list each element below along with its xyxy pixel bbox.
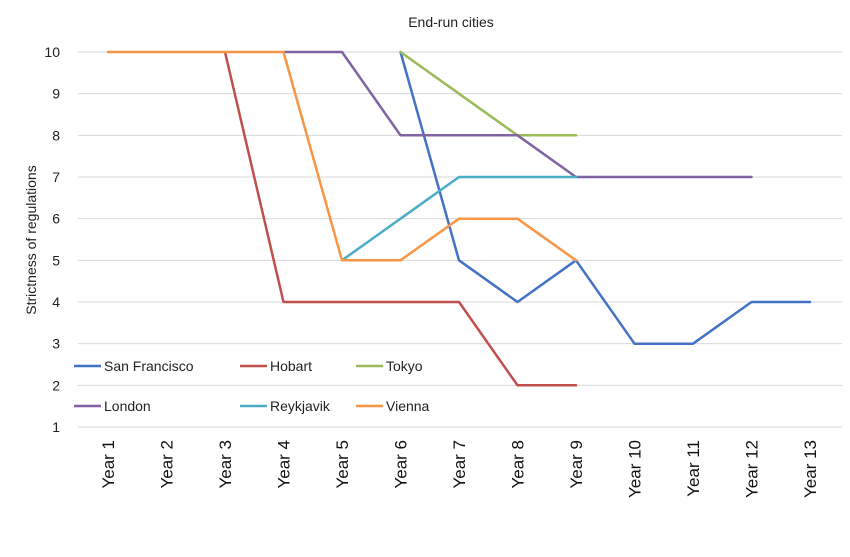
legend-label: Vienna — [386, 398, 430, 414]
legend-label: Tokyo — [386, 358, 423, 374]
x-axis-tick-labels: Year 1 Year 2 Year 3 Year 4 Year 5 Year 6 Year… — [99, 440, 820, 498]
x-tick-label: Year 7 — [450, 440, 469, 489]
y-tick-label: 8 — [52, 127, 60, 143]
legend-label: Hobart — [270, 358, 312, 374]
x-tick-label: Year 4 — [275, 440, 294, 489]
legend-background — [238, 395, 374, 417]
series-line-reykjavik — [340, 175, 578, 262]
chart-title: End-run cities — [408, 14, 494, 30]
legend-background — [72, 355, 208, 377]
legend-background — [238, 355, 374, 377]
y-tick-label: 7 — [52, 169, 60, 185]
x-tick-label: Year 5 — [333, 440, 352, 489]
x-tick-label: Year 6 — [392, 440, 411, 489]
y-tick-label: 9 — [52, 86, 60, 102]
x-tick-label: Year 11 — [684, 440, 703, 497]
y-tick-label: 1 — [52, 419, 60, 435]
legend-background — [354, 355, 490, 377]
x-tick-label: Year 12 — [743, 440, 762, 498]
legend-label: San Francisco — [104, 358, 194, 374]
x-tick-label: Year 3 — [216, 440, 235, 489]
y-tick-label: 6 — [52, 211, 60, 227]
series-line-hobart — [223, 50, 578, 387]
series-line-vienna — [106, 50, 578, 262]
y-tick-label: 3 — [52, 336, 60, 352]
x-tick-label: Year 13 — [801, 440, 820, 498]
legend-background — [72, 395, 208, 417]
y-tick-label: 2 — [52, 377, 60, 393]
y-tick-label: 4 — [52, 294, 60, 310]
series-line-tokyo — [399, 50, 578, 137]
x-tick-label: Year 1 — [99, 440, 118, 489]
x-tick-label: Year 2 — [158, 440, 177, 489]
legend-label: London — [104, 398, 151, 414]
x-tick-label: Year 8 — [509, 440, 528, 489]
x-tick-label: Year 9 — [567, 440, 586, 489]
series-line-london — [282, 50, 753, 179]
legend-background — [354, 395, 490, 417]
x-tick-label: Year 10 — [626, 440, 645, 498]
y-tick-label: 10 — [44, 44, 60, 60]
series-line-san-francisco — [399, 50, 812, 345]
series-lines — [106, 50, 812, 387]
y-axis-title: Strictness of regulations — [23, 165, 39, 314]
y-axis-tick-labels: 1 2 3 4 5 6 7 8 9 10 — [44, 44, 60, 435]
y-tick-label: 5 — [52, 252, 60, 268]
legend-label: Reykjavik — [270, 398, 331, 414]
legend: San Francisco Hobart Tokyo London Reykjavik V… — [72, 355, 490, 417]
